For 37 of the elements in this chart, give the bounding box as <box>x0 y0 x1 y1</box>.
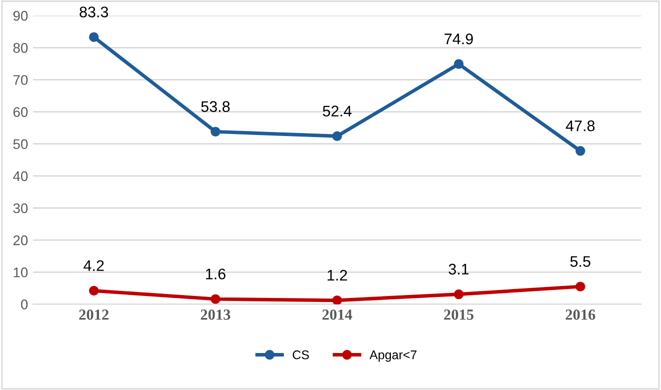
x-tick-label: 2014 <box>322 310 352 320</box>
point <box>210 294 220 304</box>
data-label: 1.2 <box>328 270 347 281</box>
point <box>575 146 586 156</box>
data-label: 83.3 <box>80 6 108 18</box>
y-tick-label: 0 <box>21 300 28 310</box>
point <box>89 286 99 296</box>
x-tick-label: 2016 <box>566 310 596 320</box>
point <box>575 282 586 292</box>
point <box>454 59 464 69</box>
data-label: 52.4 <box>322 106 352 116</box>
data-label: 5.5 <box>570 256 590 267</box>
y-tick-label: 40 <box>13 171 28 182</box>
x-tick-label: 2015 <box>444 310 474 320</box>
point <box>210 126 220 137</box>
data-label: 3.1 <box>448 264 469 275</box>
data-label: 4.2 <box>84 260 104 271</box>
data-label: 53.8 <box>201 101 230 112</box>
y-tick-label: 90 <box>13 10 28 21</box>
data-label: 1.6 <box>206 268 226 280</box>
point <box>454 289 464 300</box>
y-tick-label: 30 <box>13 203 28 214</box>
y-tick-label: 70 <box>13 75 28 85</box>
y-tick-label: 10 <box>14 267 28 278</box>
legend-label: Apgar<7 <box>370 350 416 362</box>
y-tick-label: 60 <box>13 107 28 117</box>
y-tick-label: 50 <box>13 139 28 150</box>
legend-label: CS <box>292 350 309 360</box>
y-tick-label: 20 <box>13 235 28 246</box>
x-tick-label: 2013 <box>200 310 230 320</box>
data-label: 74.9 <box>444 34 473 44</box>
x-tick-label: 2012 <box>79 310 108 320</box>
y-tick-label: 80 <box>13 43 28 53</box>
data-label: 47.8 <box>566 120 595 132</box>
point <box>89 32 99 42</box>
point <box>332 131 342 142</box>
point <box>332 295 342 304</box>
